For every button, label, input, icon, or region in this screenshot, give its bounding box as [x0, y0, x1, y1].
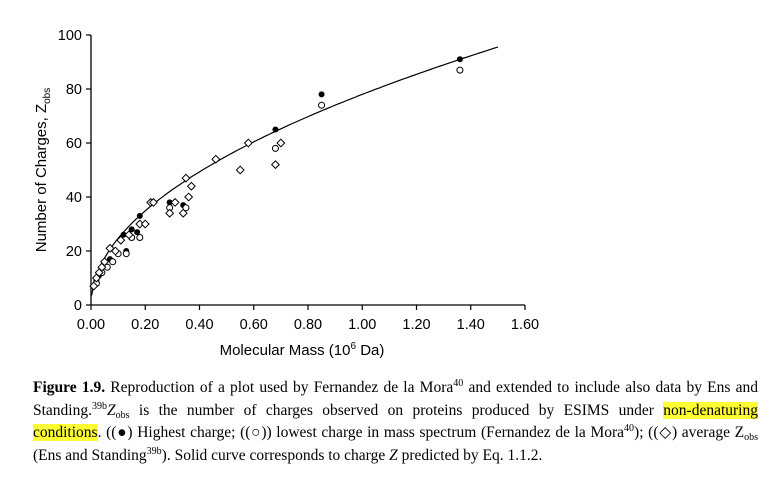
figure-label: Figure 1.9.: [33, 379, 106, 396]
caption-text: ) average Z: [671, 424, 745, 441]
caption-text: predicted by Eq. 1.1.2.: [397, 446, 543, 464]
axis-labels: 0.00 0.20 0.40 0.60 0.80 1.00 1.20 1.40 1.60 0 20 4…: [33, 28, 539, 359]
y-tick-label: 60: [66, 136, 82, 152]
y-tick-label: 0: [74, 298, 82, 314]
average-charge-point: [116, 235, 126, 245]
lowest-charge-point: [271, 144, 279, 152]
average-charge-point: [184, 192, 194, 202]
highest-charge-point: [120, 231, 127, 238]
x-axis-label-sup: 6: [350, 341, 356, 352]
average-charge-point: [243, 138, 253, 148]
x-tick-label: 0.80: [294, 317, 322, 333]
caption-text: ) Highest charge; ((: [127, 424, 251, 441]
average-charge-point: [270, 160, 280, 170]
x-tick-label: 0.40: [185, 317, 213, 333]
data-markers: [89, 56, 464, 291]
average-charge-point: [110, 246, 120, 256]
filled-circle-icon: ●: [116, 424, 128, 441]
caption-text: and extended to include also data by Ens…: [33, 379, 758, 419]
average-charge-point: [170, 197, 180, 207]
x-tick-label: 1.20: [402, 317, 430, 333]
z-symbol: Z: [389, 446, 398, 464]
caption-text: )) lowest charge in mass spectrum (Ferna…: [261, 424, 625, 441]
x-axis-label-text: Molecular Mass (10: [220, 342, 351, 359]
highest-charge-point: [134, 229, 141, 236]
caption-text: Reproduction of a plot used by Fernandez…: [105, 379, 454, 396]
y-tick-label: 40: [66, 190, 82, 206]
predicted-charge-curve: [90, 46, 499, 296]
y-tick-label: 20: [66, 244, 82, 260]
reference-40: 40: [624, 423, 635, 434]
y-axis-label-text: Number of Charges, Z: [33, 104, 50, 252]
highest-charge-point: [166, 199, 173, 206]
caption-text: ); ((: [634, 424, 659, 441]
average-charge-point: [211, 154, 221, 164]
x-tick-label: 1.60: [511, 317, 539, 333]
caption-text: is the number of charges observed on pro…: [129, 401, 664, 419]
average-charge-point: [186, 181, 196, 191]
x-axis-label-text: Da): [356, 342, 384, 359]
z-symbol: Z: [107, 401, 116, 419]
average-charge-point: [124, 230, 134, 240]
x-tick-label: 0.00: [77, 317, 105, 333]
y-tick-label: 100: [58, 28, 82, 44]
average-charge-point: [89, 281, 99, 291]
x-tick-label: 1.00: [348, 317, 376, 333]
y-axis-label: Number of Charges, Zobs: [33, 88, 53, 253]
highest-charge-point: [456, 56, 463, 63]
highest-charge-point: [318, 91, 325, 98]
highest-charge-point: [136, 212, 143, 219]
caption-text: ). Solid curve corresponds to charge: [161, 446, 390, 464]
figure-caption: Figure 1.9. Reproduction of a plot used …: [33, 377, 758, 467]
average-charge-point: [140, 219, 150, 229]
plot-axes: [86, 34, 526, 310]
lowest-charge-point: [456, 66, 464, 74]
x-tick-label: 1.40: [457, 317, 485, 333]
x-tick-label: 0.20: [131, 317, 159, 333]
reference-39b: 39b: [146, 445, 162, 457]
x-axis-label: Molecular Mass (106 Da): [220, 341, 385, 359]
highest-charge-point: [128, 226, 135, 233]
average-charge-point: [105, 243, 115, 253]
average-charge-point: [148, 197, 158, 207]
lowest-charge-point: [109, 258, 117, 266]
y-axis-label-sub: obs: [42, 88, 53, 104]
reference-39b: 39b: [92, 400, 107, 412]
obs-subscript: obs: [115, 409, 130, 421]
lowest-charge-point: [182, 204, 190, 212]
lowest-charge-point: [122, 250, 130, 258]
average-charge-point: [100, 257, 110, 267]
reference-40: 40: [453, 378, 464, 389]
lowest-charge-point: [318, 101, 326, 109]
x-tick-label: 0.60: [240, 317, 268, 333]
scatter-plot: 0.00 0.20 0.40 0.60 0.80 1.00 1.20 1.40 1.60 0 20 4…: [33, 28, 539, 359]
caption-text: (Ens and Standing: [33, 446, 147, 464]
obs-subscript: obs: [744, 432, 758, 443]
caption-text: . ((: [97, 424, 117, 441]
predicted-curve-line: [90, 46, 499, 296]
average-charge-point: [235, 165, 245, 175]
open-diamond-icon: ◇: [658, 424, 672, 441]
highest-charge-point: [272, 126, 279, 133]
average-charge-point: [165, 208, 175, 218]
average-charge-point: [181, 173, 191, 183]
open-circle-icon: ○: [250, 424, 262, 441]
average-charge-point: [276, 138, 286, 148]
lowest-charge-point: [136, 234, 144, 241]
y-tick-label: 80: [66, 82, 82, 98]
average-charge-point: [178, 208, 188, 218]
